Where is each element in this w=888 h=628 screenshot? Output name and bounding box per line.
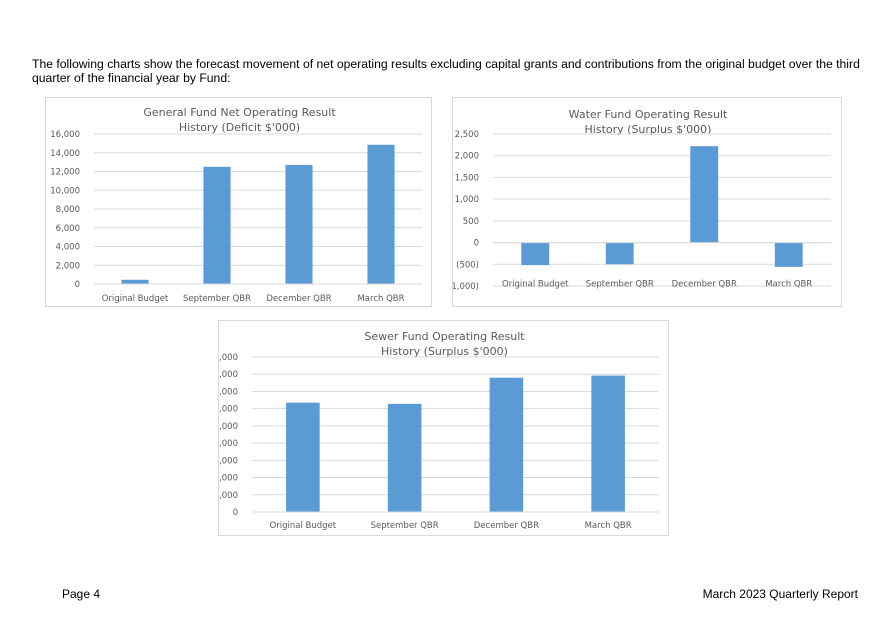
water-category-label: December QBR xyxy=(672,280,737,290)
general-y-tick-label: 8,000 xyxy=(56,205,80,215)
water-y-tick-label: (1,000) xyxy=(453,282,479,292)
general-y-tick-label: 0 xyxy=(75,280,80,290)
water-bar-2 xyxy=(605,242,634,265)
general-y-tick-label: 4,000 xyxy=(56,243,80,253)
general-bar-2 xyxy=(203,166,231,284)
sewer-y-tick-label: 5,000 xyxy=(219,422,238,432)
general-y-tick-label: 14,000 xyxy=(50,149,80,159)
sewer-y-tick-label: 8,000 xyxy=(219,370,238,380)
sewer-category-label: September QBR xyxy=(371,521,439,531)
sewer-fund-chart-svg: Sewer Fund Operating Result History (Surp… xyxy=(219,330,659,531)
sewer-category-label: March QBR xyxy=(585,521,632,531)
sewer-bar-4 xyxy=(591,375,625,512)
water-category-label: March QBR xyxy=(765,280,812,290)
general-bar-4 xyxy=(367,144,395,284)
general-category-label: September QBR xyxy=(183,294,251,304)
water-bar-3 xyxy=(690,146,719,243)
general-y-tick-label: 12,000 xyxy=(50,168,80,178)
page-number: Page 4 xyxy=(62,587,101,601)
sewer-chart-title-line-1: History (Surplus $'000) xyxy=(381,345,508,358)
general-category-label: March QBR xyxy=(357,294,404,304)
sewer-y-tick-label: 3,000 xyxy=(219,456,238,466)
water-bar-1 xyxy=(521,242,550,266)
water-category-label: September QBR xyxy=(586,280,654,290)
general-category-label: December QBR xyxy=(266,294,331,304)
water-fund-chart: Water Fund Operating Result History (Surp… xyxy=(452,97,842,307)
water-y-tick-label: 2,500 xyxy=(455,130,479,140)
sewer-y-tick-label: 7,000 xyxy=(219,387,238,397)
sewer-y-tick-label: 1,000 xyxy=(219,491,238,501)
water-fund-chart-svg: Water Fund Operating Result History (Surp… xyxy=(453,108,831,292)
report-title: March 2023 Quarterly Report xyxy=(702,587,858,601)
intro-text: The following charts show the forecast m… xyxy=(32,57,860,85)
water-category-label: Original Budget xyxy=(502,280,569,290)
sewer-category-label: December QBR xyxy=(474,521,539,531)
water-y-tick-label: 0 xyxy=(474,239,479,249)
sewer-fund-chart: Sewer Fund Operating Result History (Surp… xyxy=(218,320,669,536)
sewer-y-tick-label: 6,000 xyxy=(219,405,238,415)
water-bar-4 xyxy=(774,242,803,267)
sewer-y-tick-label: 4,000 xyxy=(219,439,238,449)
water-y-tick-label: 1,000 xyxy=(455,195,479,205)
general-y-tick-label: 6,000 xyxy=(56,224,80,234)
water-y-tick-label: 1,500 xyxy=(455,173,479,183)
general-bar-3 xyxy=(285,164,313,284)
water-chart-title-line-0: Water Fund Operating Result xyxy=(569,108,728,121)
sewer-chart-title-line-0: Sewer Fund Operating Result xyxy=(364,330,525,343)
general-y-tick-label: 10,000 xyxy=(50,186,80,196)
general-category-label: Original Budget xyxy=(102,294,169,304)
general-y-tick-label: 16,000 xyxy=(50,130,80,140)
general-bar-1 xyxy=(121,279,149,284)
sewer-bar-2 xyxy=(387,403,422,512)
general-fund-chart: General Fund Net Operating Result History… xyxy=(45,97,432,307)
general-chart-title-line-1: History (Deficit $'000) xyxy=(179,121,300,134)
sewer-bar-3 xyxy=(489,377,524,512)
sewer-y-tick-label: 9,000 xyxy=(219,353,238,363)
general-fund-chart-svg: General Fund Net Operating Result History… xyxy=(50,106,422,304)
sewer-y-tick-label: 2,000 xyxy=(219,474,238,484)
sewer-category-label: Original Budget xyxy=(270,521,337,531)
general-y-tick-label: 2,000 xyxy=(56,261,80,271)
sewer-bar-1 xyxy=(286,402,320,512)
water-chart-title-line-1: History (Surplus $'000) xyxy=(585,123,712,136)
sewer-y-tick-label: 0 xyxy=(233,508,238,518)
water-y-tick-label: 2,000 xyxy=(455,152,479,162)
water-y-tick-label: (500) xyxy=(456,260,479,270)
general-chart-title-line-0: General Fund Net Operating Result xyxy=(143,106,336,119)
water-y-tick-label: 500 xyxy=(463,217,479,227)
